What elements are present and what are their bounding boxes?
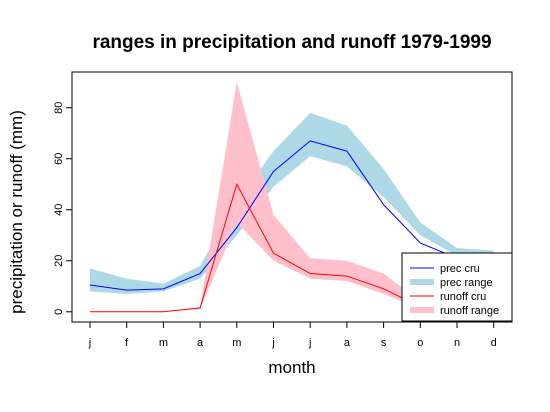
- y-tick-label: 0: [53, 309, 65, 315]
- y-axis-label: precipitation or runoff (mm): [7, 110, 26, 314]
- legend-label: runoff cru: [440, 291, 486, 303]
- x-tick-label: j: [271, 337, 274, 349]
- chart-title: ranges in precipitation and runoff 1979-…: [92, 32, 491, 53]
- plot-frame: [71, 71, 513, 323]
- x-tick-label: m: [159, 337, 168, 349]
- x-tick-label: n: [454, 337, 460, 349]
- y-axis: 0 20 40 60 80: [53, 102, 72, 315]
- y-tick-label: 60: [53, 153, 65, 165]
- y-tick-label: 40: [53, 204, 65, 216]
- prec-cru-line: [89, 140, 494, 291]
- x-tick-label: f: [125, 337, 129, 349]
- x-tick-label: o: [417, 337, 423, 349]
- legend-label: prec cru: [440, 263, 480, 275]
- prec-range-band: [90, 112, 494, 294]
- range-bands: [90, 82, 494, 312]
- runoff-range-band: [90, 82, 494, 312]
- x-tick-label: d: [491, 337, 497, 349]
- y-tick-label: 20: [53, 255, 65, 267]
- legend-label: runoff range: [440, 305, 499, 317]
- legend-label: prec range: [440, 277, 493, 289]
- legend: prec cru prec range runoff cru runoff range: [401, 252, 513, 322]
- y-tick-label: 80: [53, 102, 65, 114]
- x-tick-label: j: [88, 337, 91, 349]
- x-tick-label: a: [344, 337, 351, 349]
- x-tick-label: j: [308, 337, 311, 349]
- x-tick-label: m: [232, 337, 241, 349]
- x-tick-label: s: [381, 337, 387, 349]
- x-tick-label: a: [197, 337, 204, 349]
- x-axis-label: month: [268, 358, 315, 377]
